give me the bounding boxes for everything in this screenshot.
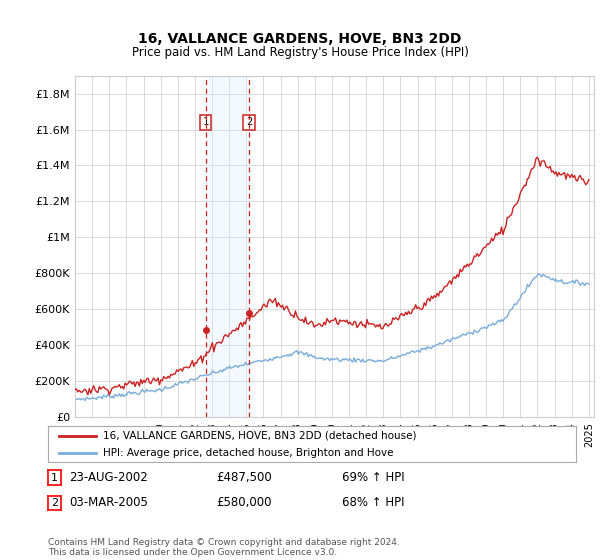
Text: 1: 1	[202, 118, 209, 127]
Text: 16, VALLANCE GARDENS, HOVE, BN3 2DD: 16, VALLANCE GARDENS, HOVE, BN3 2DD	[139, 32, 461, 46]
Text: HPI: Average price, detached house, Brighton and Hove: HPI: Average price, detached house, Brig…	[103, 448, 394, 458]
Text: Price paid vs. HM Land Registry's House Price Index (HPI): Price paid vs. HM Land Registry's House …	[131, 46, 469, 59]
Text: Contains HM Land Registry data © Crown copyright and database right 2024.
This d: Contains HM Land Registry data © Crown c…	[48, 538, 400, 557]
Text: 03-MAR-2005: 03-MAR-2005	[69, 496, 148, 509]
Text: 23-AUG-2002: 23-AUG-2002	[69, 470, 148, 484]
Text: 16, VALLANCE GARDENS, HOVE, BN3 2DD (detached house): 16, VALLANCE GARDENS, HOVE, BN3 2DD (det…	[103, 431, 417, 441]
Text: 2: 2	[246, 118, 252, 127]
Text: £580,000: £580,000	[216, 496, 271, 509]
Text: 69% ↑ HPI: 69% ↑ HPI	[342, 470, 404, 484]
Text: 2: 2	[51, 498, 58, 508]
Text: 68% ↑ HPI: 68% ↑ HPI	[342, 496, 404, 509]
Text: 1: 1	[51, 473, 58, 483]
Bar	[206, 76, 249, 417]
Text: £487,500: £487,500	[216, 470, 272, 484]
